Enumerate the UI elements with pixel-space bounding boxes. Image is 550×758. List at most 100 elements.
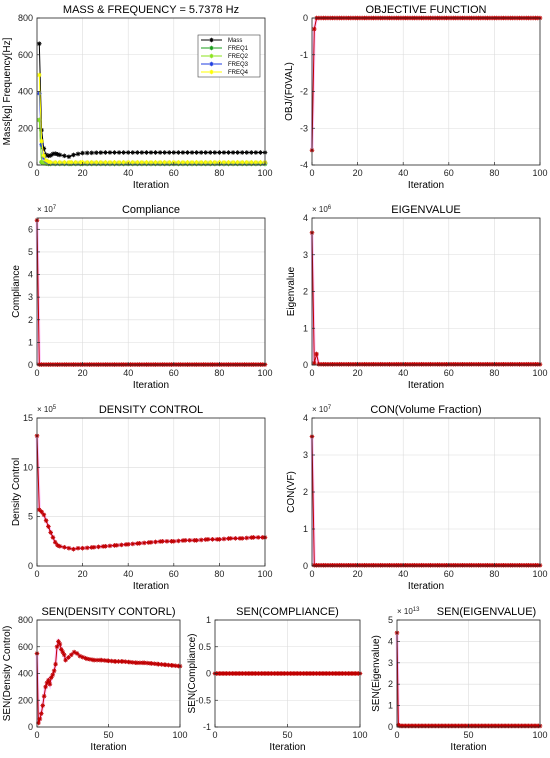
chart-title: Compliance: [122, 204, 180, 216]
chart-con_vf: 0 20 40 60 80 100 0 1 2 3 4 CON(Volume Fraction) Ite…: [286, 404, 548, 592]
data-point: [121, 150, 126, 155]
y-axis-label: CON(VF): [286, 471, 297, 513]
y-tick-label: 4: [28, 270, 33, 280]
chart-sen_eigenvalue: 0 50 100 0 1 2 3 4 5 SEN(EIGENVALUE) Iteration SEN(…: [371, 606, 548, 753]
legend-marker: [209, 69, 214, 75]
data-point: [153, 539, 158, 545]
data-point: [171, 539, 177, 544]
y-tick-label: 200: [18, 123, 33, 133]
data-point: [87, 657, 93, 662]
data-point: [84, 656, 90, 662]
y-axis-label: Density Control: [11, 458, 22, 526]
y-axis-label: SEN(Density Control): [2, 626, 13, 722]
y-tick-label: 5: [28, 512, 33, 522]
y-tick-label: 0: [206, 669, 211, 679]
data-point: [98, 159, 104, 165]
data-point: [37, 716, 43, 722]
data-point: [198, 150, 204, 155]
y-tick-label: 1: [303, 323, 308, 333]
legend-label: FREQ4: [228, 70, 249, 76]
data-point: [43, 518, 49, 523]
x-axis-label: Iteration: [90, 742, 126, 753]
data-point: [107, 150, 113, 155]
x-tick-label: 40: [123, 569, 133, 579]
x-axis-label: Iteration: [408, 180, 444, 191]
data-point: [311, 26, 317, 32]
y-tick-label: 5: [388, 615, 393, 625]
data-point: [148, 150, 154, 155]
chart-title: DENSITY CONTROL: [99, 404, 203, 416]
data-point: [135, 159, 140, 165]
data-point: [189, 159, 195, 165]
chart-title: SEN(COMPLIANCE): [236, 606, 339, 618]
data-point: [36, 72, 42, 78]
x-tick-label: 50: [463, 730, 473, 740]
x-tick-label: 80: [214, 368, 224, 378]
axis-exponent-power: 6: [328, 205, 332, 211]
data-point: [207, 150, 213, 155]
data-point: [36, 41, 42, 47]
data-point: [180, 159, 186, 165]
data-point: [235, 150, 240, 155]
data-point: [157, 150, 163, 155]
axis-exponent-base: × 10: [397, 607, 413, 616]
data-point: [80, 150, 85, 156]
chart-density_control: 0 20 40 60 80 100 0 5 10 15 DENSITY CONTROL Iterati…: [11, 404, 273, 592]
y-tick-label: -4: [300, 160, 308, 170]
data-point: [153, 150, 158, 155]
data-point: [226, 159, 231, 165]
axis-exponent: × 106: [312, 205, 332, 214]
data-point: [258, 150, 263, 155]
data-point: [39, 509, 44, 515]
x-tick-label: 20: [353, 368, 363, 378]
data-point: [41, 693, 47, 699]
axis-exponent-base: × 10: [37, 405, 53, 414]
data-point: [144, 159, 149, 165]
data-point: [182, 538, 188, 543]
x-tick-label: 100: [532, 168, 547, 178]
x-tick-label: 0: [34, 368, 39, 378]
data-point: [46, 677, 51, 683]
x-tick-label: 60: [169, 368, 179, 378]
data-point: [89, 159, 95, 165]
y-tick-label: 0: [28, 722, 33, 732]
data-point: [84, 150, 90, 156]
legend-marker: [209, 45, 214, 51]
data-point: [51, 668, 57, 674]
x-tick-label: 50: [103, 730, 113, 740]
data-point: [217, 150, 222, 155]
y-tick-label: 2: [303, 287, 308, 297]
y-tick-label: 0: [303, 360, 308, 370]
data-point: [176, 538, 181, 544]
data-point: [164, 539, 170, 544]
data-point: [212, 150, 218, 155]
axis-exponent: × 105: [37, 405, 57, 414]
y-tick-label: 600: [18, 642, 33, 652]
y-tick-label: 400: [18, 669, 33, 679]
data-point: [84, 159, 90, 165]
data-point: [66, 655, 71, 660]
legend-label: FREQ1: [228, 46, 249, 52]
y-tick-label: 3: [303, 250, 308, 260]
data-point: [52, 540, 58, 545]
chart-sen_density: 0 50 100 0 200 400 600 800 SEN(DENSITY CONTORL) I…: [2, 606, 188, 753]
series-sen_compliance-0: [212, 671, 363, 676]
chart-compliance: 0 20 40 60 80 100 0 1 2 3 4 5 6 Compliance Iteration Co…: [11, 204, 273, 391]
data-point: [249, 159, 254, 165]
data-point: [50, 672, 56, 678]
data-point: [103, 150, 108, 155]
legend-marker: [209, 61, 214, 67]
legend: Mass FREQ1 FREQ2 FREQ3 FREQ4: [197, 34, 261, 78]
axis-exponent-power: 7: [53, 205, 57, 211]
data-point: [221, 159, 227, 165]
data-point: [43, 684, 48, 690]
data-point: [203, 150, 209, 155]
x-tick-label: 100: [532, 569, 547, 579]
data-point: [221, 536, 227, 542]
y-tick-label: -3: [300, 123, 308, 133]
chart-objective: 0 20 40 60 80 100 -4 -3 -2 -1 0 OBJECTIVE FUNCTION I…: [284, 4, 548, 191]
data-point: [52, 159, 58, 165]
data-point: [93, 150, 99, 156]
x-axis-label: Iteration: [133, 180, 169, 191]
y-tick-label: 4: [303, 213, 308, 223]
